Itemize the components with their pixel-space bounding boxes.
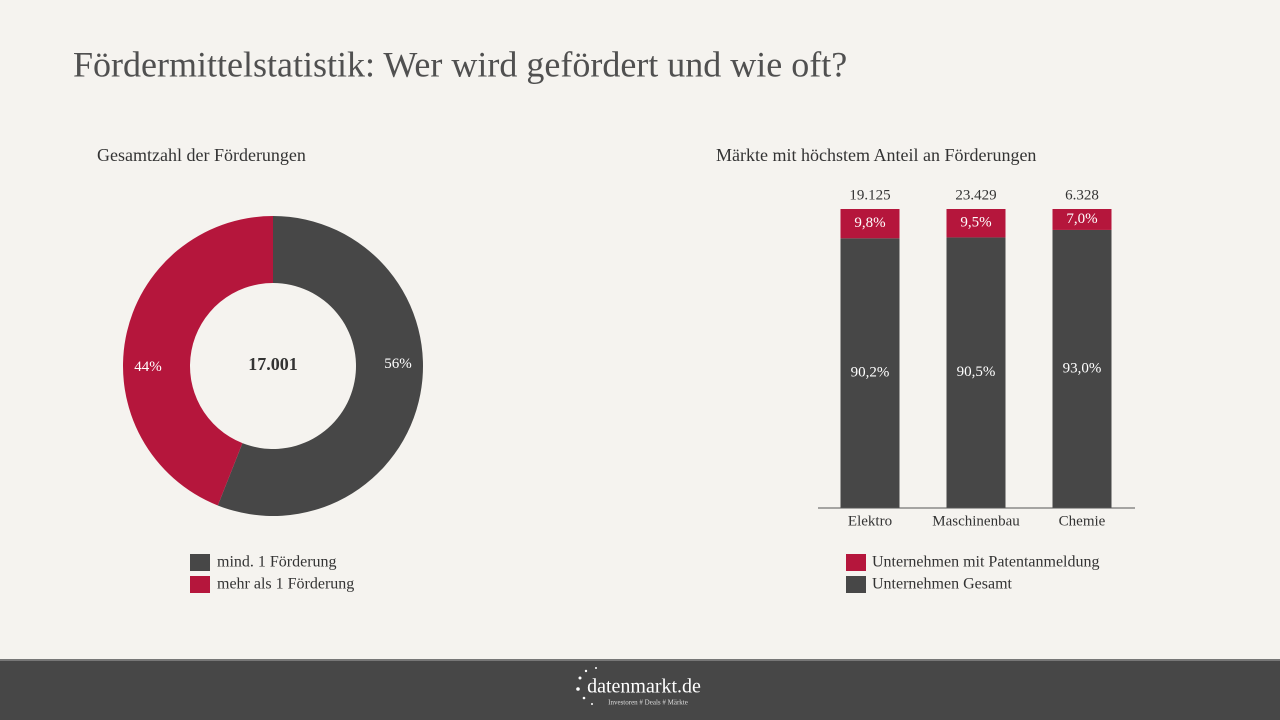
x-tick-label: Maschinenbau [932,513,1020,529]
footer [0,660,1280,720]
total-label: 19.125 [849,187,890,203]
bar-label: 7,0% [1066,211,1097,227]
legend-label: Unternehmen Gesamt [872,576,1013,593]
bar-label: 90,5% [957,364,996,380]
legend-swatch [190,576,210,593]
logo: datenmarkt.de [587,676,701,698]
chart-title: Gesamtzahl der Förderungen [97,145,306,165]
bar-label: 90,2% [851,365,890,381]
x-tick-label: Elektro [848,513,892,529]
segment-label: 56% [384,356,412,372]
total-label: 23.429 [955,187,996,203]
bar-segment [946,237,1006,508]
bar-segment [946,209,1006,238]
center-label: 17.001 [248,354,298,374]
total-label: 6.328 [1065,187,1099,203]
bar-label: 9,8% [854,215,885,231]
slide-title: Fördermittelstatistik: Wer wird geförder… [73,44,847,84]
bar-label: 9,5% [960,215,991,231]
legend-label: mehr als 1 Förderung [217,576,354,593]
donut-segment [217,216,423,516]
bar-segment [1052,209,1112,230]
bar-label: 93,0% [1063,360,1102,376]
chart-title: Märkte mit höchstem Anteil an Förderunge… [716,145,1036,165]
x-tick-label: Chemie [1059,513,1106,529]
segment-label: 44% [134,359,162,375]
tagline: Investoren # Deals # Märkte [608,699,688,707]
legend-swatch [846,576,866,593]
bar-segment [1052,229,1112,508]
bar-segment [840,238,900,508]
donut-segment [122,215,273,506]
legend-label: mind. 1 Förderung [217,554,337,571]
bar-segment [840,209,900,239]
legend-swatch [190,554,210,571]
legend-label: Unternehmen mit Patentanmeldung [872,554,1100,571]
logo-dots [576,667,597,705]
legend-swatch [846,554,866,571]
